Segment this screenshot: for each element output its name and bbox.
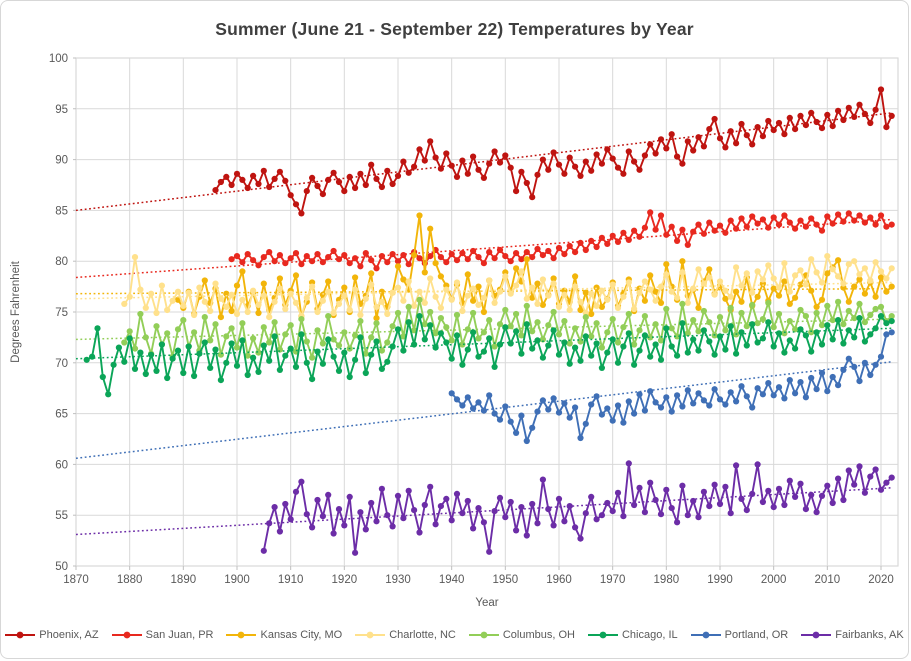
markers-charlotte-nc <box>121 253 895 321</box>
legend-label: Columbus, OH <box>502 629 575 641</box>
trendline-phoenix-az <box>75 112 892 212</box>
x-tick-label: 1940 <box>439 574 465 586</box>
legend-label: San Juan, PR <box>145 629 214 641</box>
markers-portland-or <box>448 329 895 445</box>
y-tick-label: 90 <box>55 155 68 167</box>
series-charlotte-nc <box>75 253 895 321</box>
y-tick-label: 100 <box>49 53 68 65</box>
line-fairbanks-ak <box>262 462 893 554</box>
series-chicago-il <box>75 313 895 398</box>
series-fairbanks-ak <box>75 460 895 556</box>
legend-item-charlotte-nc: Charlotte, NC <box>355 629 456 641</box>
legend-label: Phoenix, AZ <box>39 629 99 641</box>
x-tick-label: 2000 <box>761 574 787 586</box>
legend-label: Fairbanks, AK <box>835 629 904 641</box>
x-tick-label: 1970 <box>600 574 626 586</box>
legend-label: Chicago, IL <box>621 629 678 641</box>
legend-item-kansas-city-mo: Kansas City, MO <box>226 629 342 641</box>
legend-item-columbus-oh: Columbus, OH <box>468 629 575 641</box>
legend-marker-charlotte-nc <box>355 631 386 639</box>
y-axis-title: Degrees Fahrenheit <box>10 261 22 363</box>
x-tick-label: 1960 <box>546 574 572 586</box>
legend-marker-kansas-city-mo <box>226 631 257 639</box>
y-tick-label: 85 <box>55 205 68 217</box>
x-tick-label: 1950 <box>493 574 519 586</box>
y-tick-label: 55 <box>55 510 68 522</box>
legend-marker-portland-or <box>690 631 721 639</box>
markers-fairbanks-ak <box>260 460 895 556</box>
legend-item-fairbanks-ak: Fairbanks, AK <box>801 629 904 641</box>
x-tick-label: 1910 <box>278 574 304 586</box>
x-tick-label: 1980 <box>654 574 680 586</box>
series-columbus-oh <box>75 296 895 361</box>
legend-marker-san-juan-pr <box>111 631 142 639</box>
series-portland-or <box>75 329 895 460</box>
x-tick-label: 1990 <box>707 574 733 586</box>
legend-label: Charlotte, NC <box>389 629 456 641</box>
legend-item-chicago-il: Chicago, IL <box>587 629 678 641</box>
markers-phoenix-az <box>212 86 895 217</box>
x-tick-label: 2020 <box>868 574 894 586</box>
legend-label: Portland, OR <box>724 629 789 641</box>
y-tick-label: 80 <box>55 256 68 268</box>
series-kansas-city-mo <box>75 212 895 322</box>
legend-marker-fairbanks-ak <box>801 631 832 639</box>
markers-san-juan-pr <box>228 209 895 272</box>
legend-marker-columbus-oh <box>468 631 499 639</box>
x-tick-label: 1900 <box>224 574 250 586</box>
series-san-juan-pr <box>75 209 895 279</box>
y-tick-label: 70 <box>55 358 68 370</box>
y-tick-label: 65 <box>55 409 68 421</box>
x-tick-label: 1930 <box>385 574 411 586</box>
legend-item-san-juan-pr: San Juan, PR <box>111 629 214 641</box>
axis-ticks: 1870 1880 1890 1900 1910 1920 1930 1940 1950 1960… <box>49 53 894 586</box>
legend-label: Kansas City, MO <box>260 629 343 641</box>
legend-marker-chicago-il <box>587 631 618 639</box>
y-tick-label: 50 <box>55 561 68 573</box>
legend-item-phoenix-az: Phoenix, AZ <box>5 629 99 641</box>
y-tick-label: 95 <box>55 104 68 116</box>
gridlines <box>75 57 898 567</box>
x-tick-label: 1890 <box>171 574 197 586</box>
x-tick-label: 1870 <box>63 574 89 586</box>
markers-columbus-oh <box>121 296 895 361</box>
legend-item-portland-or: Portland, OR <box>690 629 789 641</box>
series-phoenix-az <box>75 86 895 217</box>
markers-chicago-il <box>83 313 895 398</box>
x-axis-title: Year <box>475 597 499 609</box>
x-tick-label: 2010 <box>815 574 841 586</box>
legend: Phoenix, AZ San Juan, PR Kansas City, MO Ch… <box>1 629 908 641</box>
line-san-juan-pr <box>231 211 893 270</box>
y-tick-label: 75 <box>55 307 68 319</box>
x-tick-label: 1920 <box>332 574 358 586</box>
chart-title: Summer (June 21 - September 22) Temperat… <box>215 19 694 39</box>
y-tick-label: 60 <box>55 459 68 471</box>
legend-marker-phoenix-az <box>5 631 36 639</box>
x-tick-label: 1880 <box>117 574 143 586</box>
